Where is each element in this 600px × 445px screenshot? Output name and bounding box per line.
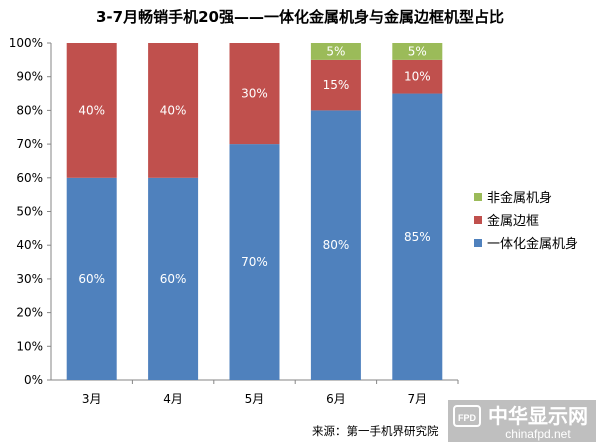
- x-tick-label: 5月: [245, 392, 265, 406]
- data-label: 80%: [323, 238, 350, 252]
- legend-swatch: [474, 239, 482, 247]
- y-tick-label: 90%: [16, 70, 43, 84]
- legend-label: 非金属机身: [487, 190, 552, 206]
- source-note: 来源：第一手机界研究院: [312, 424, 439, 438]
- watermark-en: chinafpd.net: [505, 427, 571, 441]
- data-label: 10%: [404, 70, 431, 84]
- chinafpd-watermark-logo: FPD 中华显示网 chinafpd.net: [448, 400, 596, 442]
- y-tick-label: 10%: [16, 339, 43, 353]
- legend-swatch: [474, 193, 482, 201]
- bar-segment: [148, 177, 199, 380]
- legend-label: 金属边框: [487, 213, 539, 229]
- y-tick-label: 20%: [16, 306, 43, 320]
- data-label: 30%: [241, 87, 268, 101]
- bar-segment: [66, 177, 117, 380]
- x-tick-label: 7月: [407, 392, 427, 406]
- x-tick-label: 4月: [163, 392, 183, 406]
- data-label: 5%: [326, 44, 345, 58]
- bar-segment: [392, 43, 443, 60]
- bar-segment: [310, 59, 361, 111]
- watermark-badge: FPD: [458, 413, 477, 423]
- y-tick-label: 60%: [16, 171, 43, 185]
- y-tick-label: 50%: [16, 205, 43, 219]
- x-tick-label: 3月: [82, 392, 102, 406]
- data-label: 5%: [408, 44, 427, 58]
- bar-segment: [392, 93, 443, 381]
- chart-title: 3-7月畅销手机20强——一体化金属机身与金属边框机型占比: [96, 8, 504, 26]
- bar-segment: [392, 59, 443, 94]
- y-tick-label: 70%: [16, 137, 43, 151]
- data-label: 60%: [78, 272, 105, 286]
- data-label: 40%: [78, 103, 105, 117]
- x-tick-label: 6月: [326, 392, 346, 406]
- watermark-cn: 中华显示网: [488, 404, 588, 428]
- y-tick-label: 40%: [16, 238, 43, 252]
- bar-segment: [66, 43, 117, 178]
- bar-segment: [229, 43, 280, 145]
- data-label: 85%: [404, 230, 431, 244]
- data-label: 60%: [160, 272, 187, 286]
- legend-label: 一体化金属机身: [487, 236, 578, 252]
- y-tick-label: 80%: [16, 103, 43, 117]
- bar-segment: [310, 43, 361, 60]
- data-label: 15%: [323, 78, 350, 92]
- y-tick-label: 0%: [24, 373, 43, 387]
- bar-segment: [310, 110, 361, 381]
- y-tick-label: 30%: [16, 272, 43, 286]
- bar-segment: [148, 43, 199, 178]
- y-tick-label: 100%: [9, 36, 43, 50]
- bar-segment: [229, 144, 280, 380]
- data-label: 40%: [160, 103, 187, 117]
- legend-swatch: [474, 216, 482, 224]
- data-label: 70%: [241, 255, 268, 269]
